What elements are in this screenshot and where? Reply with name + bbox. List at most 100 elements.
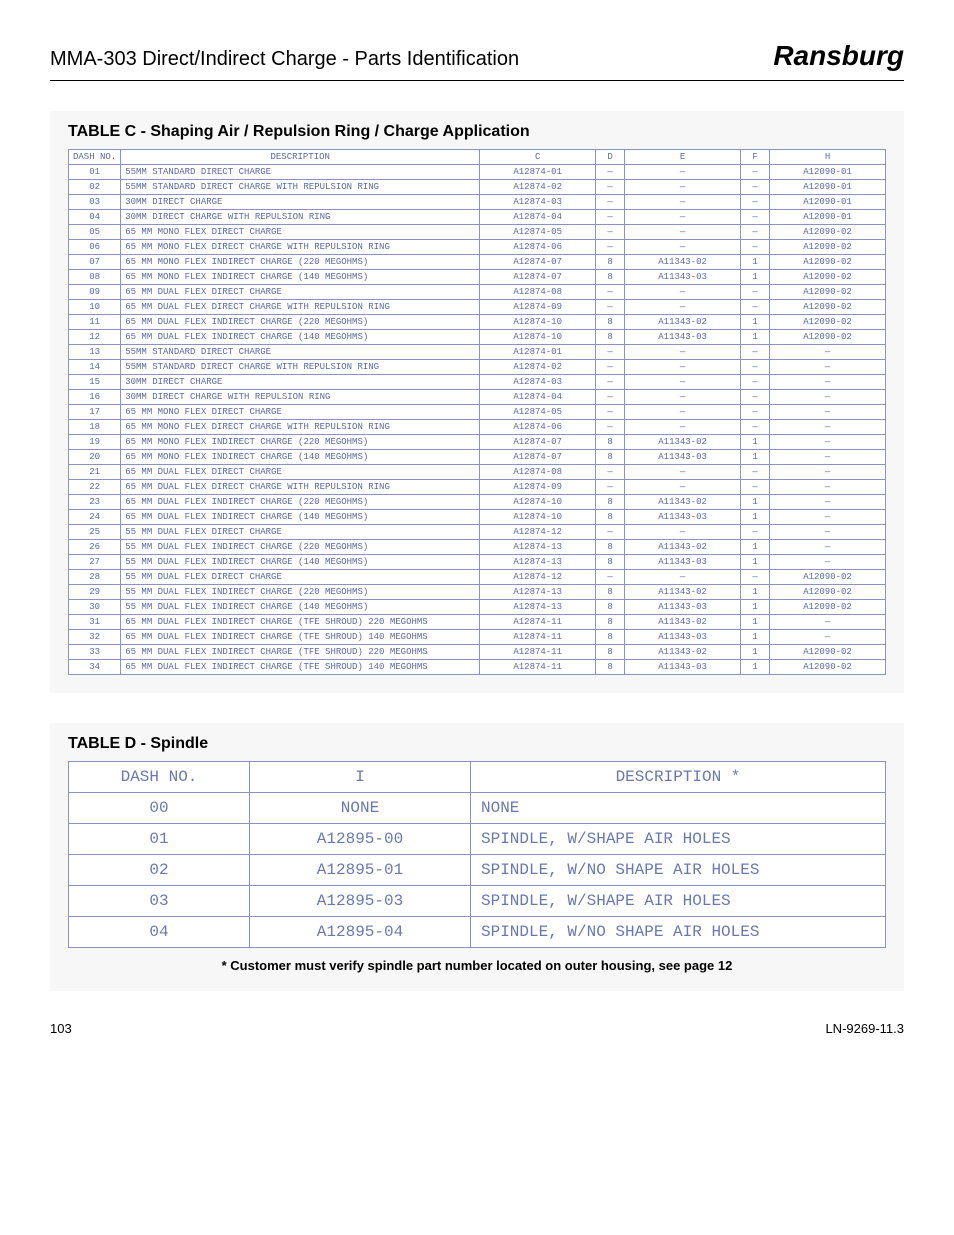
table-cell: — [625, 420, 741, 435]
table-cell: A12874-04 [480, 390, 596, 405]
table-cell: — [741, 210, 770, 225]
table-d-caption: TABLE D - Spindle [68, 735, 886, 753]
table-cell: A12090-02 [770, 600, 886, 615]
table-cell: 10 [69, 300, 121, 315]
table-cell: A12874-13 [480, 600, 596, 615]
table-cell: — [770, 540, 886, 555]
table-row: 2365 MM DUAL FLEX INDIRECT CHARGE (220 M… [69, 495, 886, 510]
table-cell: 1 [741, 450, 770, 465]
table-cell: 55MM STANDARD DIRECT CHARGE [121, 345, 480, 360]
table-cell: — [625, 390, 741, 405]
table-cell: A12874-11 [480, 630, 596, 645]
table-row: 0865 MM MONO FLEX INDIRECT CHARGE (140 M… [69, 270, 886, 285]
table-cell: 55 MM DUAL FLEX DIRECT CHARGE [121, 570, 480, 585]
table-cell: — [741, 375, 770, 390]
table-cell: 1 [741, 510, 770, 525]
table-cell: — [596, 405, 625, 420]
table-cell: A12874-09 [480, 300, 596, 315]
table-cell: — [770, 420, 886, 435]
table-cell: — [596, 570, 625, 585]
col-f: F [741, 150, 770, 165]
table-cell: 20 [69, 450, 121, 465]
table-cell: — [625, 360, 741, 375]
table-cell: 8 [596, 585, 625, 600]
table-cell: — [625, 285, 741, 300]
table-cell: — [741, 420, 770, 435]
table-cell: A12874-12 [480, 570, 596, 585]
table-cell: 1 [741, 435, 770, 450]
table-cell: 02 [69, 180, 121, 195]
table-cell: 03 [69, 886, 250, 917]
table-row: 01A12895-00SPINDLE, W/SHAPE AIR HOLES [69, 824, 886, 855]
table-cell: SPINDLE, W/NO SHAPE AIR HOLES [471, 855, 886, 886]
table-cell: A12874-13 [480, 555, 596, 570]
table-cell: A12874-10 [480, 495, 596, 510]
table-cell: 30MM DIRECT CHARGE WITH REPULSION RING [121, 390, 480, 405]
table-cell: 65 MM MONO FLEX DIRECT CHARGE [121, 225, 480, 240]
table-row: 0965 MM DUAL FLEX DIRECT CHARGEA12874-08… [69, 285, 886, 300]
table-cell: A12874-08 [480, 465, 596, 480]
table-cell: — [596, 420, 625, 435]
table-cell: A12874-11 [480, 645, 596, 660]
table-cell: — [625, 300, 741, 315]
table-row: 3265 MM DUAL FLEX INDIRECT CHARGE (TFE S… [69, 630, 886, 645]
table-cell: — [625, 570, 741, 585]
table-cell: 8 [596, 660, 625, 675]
table-cell: 06 [69, 240, 121, 255]
table-cell: A12090-02 [770, 330, 886, 345]
table-cell: A12874-06 [480, 420, 596, 435]
table-cell: 34 [69, 660, 121, 675]
table-cell: 00 [69, 793, 250, 824]
table-row: 1265 MM DUAL FLEX INDIRECT CHARGE (140 M… [69, 330, 886, 345]
col-dash-no: DASH NO. [69, 762, 250, 793]
table-cell: 55 MM DUAL FLEX DIRECT CHARGE [121, 525, 480, 540]
table-cell: — [625, 180, 741, 195]
table-cell: A11343-02 [625, 615, 741, 630]
table-cell: — [625, 210, 741, 225]
table-cell: — [741, 465, 770, 480]
table-cell: A12090-02 [770, 585, 886, 600]
table-cell: — [741, 525, 770, 540]
table-cell: 29 [69, 585, 121, 600]
table-d-block: TABLE D - Spindle DASH NO. I DESCRIPTION… [50, 723, 904, 991]
table-cell: A11343-03 [625, 270, 741, 285]
table-row: 2955 MM DUAL FLEX INDIRECT CHARGE (220 M… [69, 585, 886, 600]
table-row: 0330MM DIRECT CHARGEA12874-03———A12090-0… [69, 195, 886, 210]
doc-number: LN-9269-11.3 [825, 1021, 904, 1036]
table-cell: 1 [741, 495, 770, 510]
table-cell: A12874-06 [480, 240, 596, 255]
table-cell: A12874-13 [480, 540, 596, 555]
table-cell: 8 [596, 645, 625, 660]
table-row: 00NONENONE [69, 793, 886, 824]
table-cell: — [770, 450, 886, 465]
table-row: 1765 MM MONO FLEX DIRECT CHARGEA12874-05… [69, 405, 886, 420]
col-h: H [770, 150, 886, 165]
table-cell: 8 [596, 450, 625, 465]
table-cell: A11343-02 [625, 645, 741, 660]
table-cell: 8 [596, 435, 625, 450]
table-cell: — [596, 345, 625, 360]
table-cell: A12874-09 [480, 480, 596, 495]
table-cell: 65 MM DUAL FLEX DIRECT CHARGE WITH REPUL… [121, 300, 480, 315]
table-cell: A12874-04 [480, 210, 596, 225]
table-cell: — [596, 165, 625, 180]
table-cell: 08 [69, 270, 121, 285]
table-cell: A11343-03 [625, 330, 741, 345]
table-cell: — [770, 435, 886, 450]
table-row: 2165 MM DUAL FLEX DIRECT CHARGEA12874-08… [69, 465, 886, 480]
table-cell: A12895-04 [250, 917, 471, 948]
table-cell: 8 [596, 630, 625, 645]
table-cell: 65 MM DUAL FLEX INDIRECT CHARGE (220 MEG… [121, 495, 480, 510]
table-cell: 8 [596, 540, 625, 555]
table-cell: 8 [596, 315, 625, 330]
table-row: 2655 MM DUAL FLEX INDIRECT CHARGE (220 M… [69, 540, 886, 555]
page-footer: 103 LN-9269-11.3 [50, 1021, 904, 1036]
table-cell: — [596, 525, 625, 540]
table-c: DASH NO. DESCRIPTION C D E F H 0155MM ST… [68, 149, 886, 675]
table-cell: 15 [69, 375, 121, 390]
table-cell: A12090-02 [770, 660, 886, 675]
table-row: 0665 MM MONO FLEX DIRECT CHARGE WITH REP… [69, 240, 886, 255]
table-cell: — [625, 465, 741, 480]
table-row: 2555 MM DUAL FLEX DIRECT CHARGEA12874-12… [69, 525, 886, 540]
table-cell: — [770, 375, 886, 390]
